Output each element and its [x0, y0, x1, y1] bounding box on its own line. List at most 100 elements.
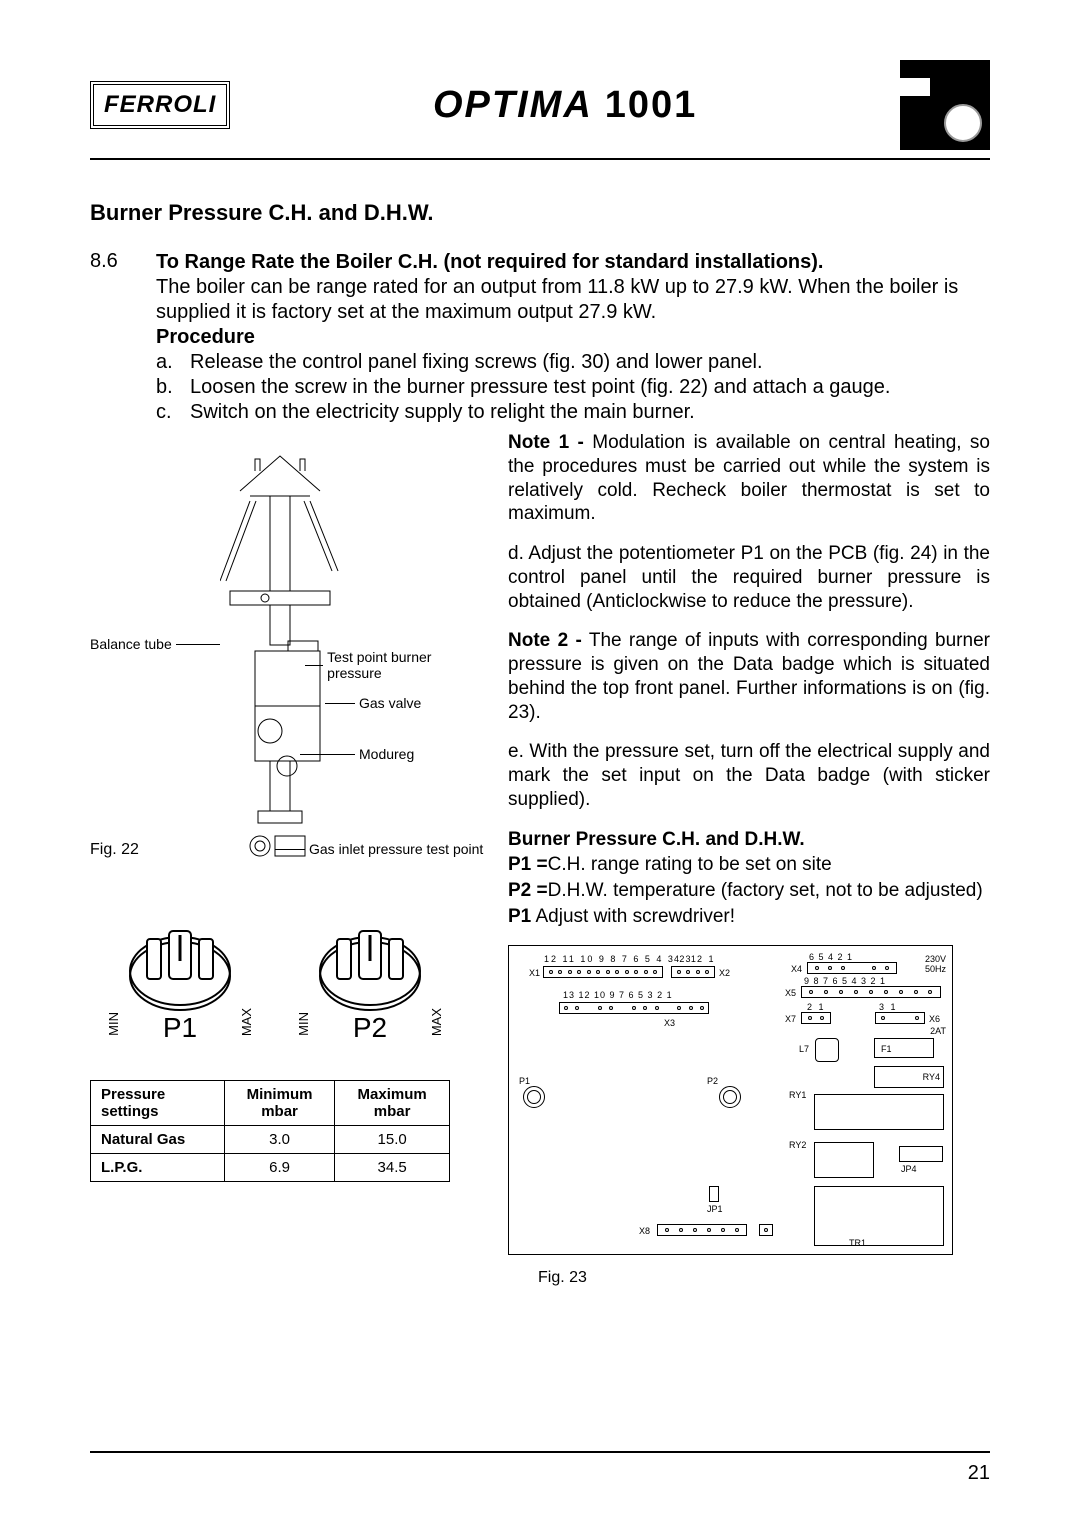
- product-name: OPTIMA: [433, 84, 593, 127]
- connector-x8b: [759, 1224, 773, 1236]
- bp-heading: Burner Pressure C.H. and D.H.W.: [508, 828, 990, 852]
- connector-x5: [801, 986, 941, 998]
- note1-label: Note 1 -: [508, 432, 584, 453]
- table-header-row: Pressuresettings Minimummbar Maximummbar: [91, 1081, 450, 1126]
- ry1-label: RY1: [789, 1090, 806, 1100]
- connector-x2: [671, 966, 715, 978]
- x3-label: X3: [664, 1018, 675, 1028]
- fig23-caption: Fig. 23: [538, 1269, 990, 1287]
- connector-x1: [543, 966, 663, 978]
- footer-rule: [90, 1451, 990, 1453]
- x4-pins: 6 5 4 2 1: [809, 952, 853, 962]
- p1-pot-label: P1: [519, 1076, 530, 1086]
- x4-label: X4: [791, 964, 802, 974]
- col-pressure: Pressuresettings: [91, 1081, 225, 1126]
- connector-x3: [559, 1002, 709, 1014]
- max-label: MAX: [429, 1008, 444, 1036]
- p2-pot-label: P2: [707, 1076, 718, 1086]
- model-number: 1001: [605, 84, 698, 127]
- x5-pins: 9 8 7 6 5 4 3 2 1: [804, 976, 886, 986]
- tr1-label: TR1: [849, 1238, 866, 1248]
- subheading: To Range Rate the Boiler C.H. (not requi…: [156, 250, 990, 275]
- page-number: 21: [968, 1462, 990, 1485]
- jp1-component: [709, 1186, 719, 1202]
- x2-pins: 4 3 2 1: [674, 954, 716, 964]
- x6-label: X6: [929, 1014, 940, 1024]
- x5-label: X5: [785, 988, 796, 998]
- x7-label: X7: [785, 1014, 796, 1024]
- label-gas-inlet: Gas inlet pressure test point: [309, 841, 483, 857]
- table-row: L.P.G. 6.9 34.5: [91, 1154, 450, 1182]
- page-header: FERROLI OPTIMA 1001: [90, 60, 990, 150]
- connector-x8: [657, 1224, 747, 1236]
- p1-pot: [523, 1086, 545, 1108]
- jp4-component: [899, 1146, 943, 1162]
- step-b: b.Loosen the screw in the burner pressur…: [156, 375, 990, 400]
- cell: 34.5: [335, 1154, 450, 1182]
- product-title: OPTIMA 1001: [433, 84, 697, 127]
- p1-label: P1: [110, 1012, 250, 1044]
- note-1: Note 1 - Modulation is available on cent…: [508, 431, 990, 526]
- figure-23-pcb: 12 11 10 9 8 7 6 5 4 3 2 1 X1 4 3 2 1 X2…: [508, 945, 953, 1255]
- header-rule: [90, 158, 990, 160]
- x7-pins: 2 1: [807, 1002, 826, 1012]
- step-b-text: Loosen the screw in the burner pressure …: [190, 375, 890, 400]
- hz50-label: 50Hz: [925, 964, 946, 974]
- ry2-label: RY2: [789, 1140, 806, 1150]
- brand-logo: FERROLI: [90, 81, 230, 129]
- ry4-label: RY4: [923, 1072, 940, 1082]
- ry2-component: [814, 1142, 874, 1178]
- p2-def-text: D.H.W. temperature (factory set, not to …: [548, 880, 983, 901]
- potentiometer-dials: MIN P1 MAX MIN: [110, 921, 480, 1044]
- p2-label: P2: [300, 1012, 440, 1044]
- jp1-label: JP1: [707, 1204, 723, 1214]
- p1-def-text: C.H. range rating to be set on site: [548, 854, 832, 875]
- p2-pot: [719, 1086, 741, 1108]
- x3-pins: 13 12 10 9 7 6 5 3 2 1: [563, 990, 673, 1000]
- x8-label: X8: [639, 1226, 650, 1236]
- x2-label: X2: [719, 968, 730, 978]
- note-2: Note 2 - The range of inputs with corres…: [508, 629, 990, 724]
- p1-def-label: P1 =: [508, 854, 548, 875]
- ry1-component: [814, 1094, 944, 1130]
- note2-label: Note 2 -: [508, 630, 582, 651]
- table-row: Natural Gas 3.0 15.0: [91, 1126, 450, 1154]
- section-number: 8.6: [90, 250, 126, 425]
- p2-def-label: P2 =: [508, 880, 548, 901]
- p1-def: P1 =C.H. range rating to be set on site: [508, 853, 990, 877]
- section-8-6: 8.6 To Range Rate the Boiler C.H. (not r…: [90, 250, 990, 425]
- dial-p1: MIN P1 MAX: [110, 921, 250, 1044]
- step-a: a.Release the control panel fixing screw…: [156, 350, 990, 375]
- label-gas-valve: Gas valve: [359, 695, 421, 711]
- connector-x6: [875, 1012, 925, 1024]
- step-a-text: Release the control panel fixing screws …: [190, 350, 763, 375]
- fig22-caption: Fig. 22: [90, 841, 139, 859]
- cell: L.P.G.: [91, 1154, 225, 1182]
- step-c-text: Switch on the electricity supply to reli…: [190, 400, 695, 425]
- corner-logo: [900, 60, 990, 150]
- x6-pins: 3 1: [879, 1002, 898, 1012]
- cell: 3.0: [224, 1126, 334, 1154]
- connector-x7: [801, 1012, 831, 1024]
- max-label: MAX: [239, 1008, 254, 1036]
- min-label: MIN: [106, 1012, 121, 1036]
- figure-22: Balance tube Test point burner pressure …: [90, 441, 450, 871]
- col-min: Minimummbar: [224, 1081, 334, 1126]
- a2-label: 2AT: [930, 1026, 946, 1036]
- label-balance-tube: Balance tube: [90, 636, 172, 652]
- l7-label: L7: [799, 1044, 809, 1054]
- p1-adjust-label: P1: [508, 906, 531, 927]
- x1-label: X1: [529, 968, 540, 978]
- intro-text: The boiler can be range rated for an out…: [156, 275, 990, 325]
- section-title: Burner Pressure C.H. and D.H.W.: [90, 200, 990, 226]
- dial-p2: MIN P2 MAX: [300, 921, 440, 1044]
- step-c: c.Switch on the electricity supply to re…: [156, 400, 990, 425]
- v230-label: 230V: [925, 954, 946, 964]
- f1-label: F1: [881, 1044, 892, 1054]
- p1-adjust-text: Adjust with screwdriver!: [531, 906, 735, 927]
- cell: 6.9: [224, 1154, 334, 1182]
- label-test-point-burner: Test point burner pressure: [327, 649, 475, 681]
- pressure-table: Pressuresettings Minimummbar Maximummbar…: [90, 1080, 450, 1182]
- jp4-label: JP4: [901, 1164, 917, 1174]
- p1-adjust: P1 Adjust with screwdriver!: [508, 905, 990, 929]
